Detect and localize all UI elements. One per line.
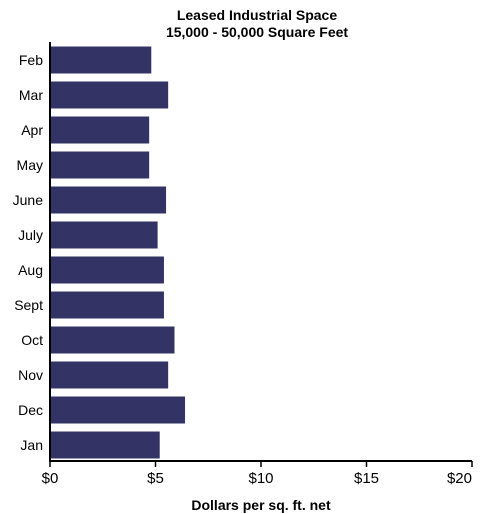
bar-june [50, 186, 167, 214]
bar-mar [50, 81, 169, 109]
x-tick-label: $20 [447, 470, 472, 487]
category-label-apr: Apr [21, 122, 43, 138]
bar-may [50, 151, 150, 179]
category-label-oct: Oct [21, 332, 43, 348]
category-labels: Feb Mar Apr May June July Aug Sept Oct Nov Dec Jan [13, 52, 44, 453]
bar-feb [50, 46, 152, 74]
category-label-dec: Dec [18, 402, 43, 418]
bar-sept [50, 291, 164, 319]
category-label-june: June [13, 192, 44, 208]
x-tick-label: $15 [354, 470, 379, 487]
bars-group [50, 46, 186, 459]
category-label-aug: Aug [18, 262, 43, 278]
category-label-may: May [17, 157, 43, 173]
bar-nov [50, 361, 169, 389]
bar-july [50, 221, 158, 249]
category-label-mar: Mar [19, 87, 43, 103]
bar-apr [50, 116, 150, 144]
x-tick-label: $0 [42, 470, 59, 487]
bar-aug [50, 256, 164, 284]
bar-jan [50, 431, 160, 459]
category-label-july: July [18, 227, 43, 243]
x-tick-label: $5 [147, 470, 164, 487]
chart-subtitle: 15,000 - 50,000 Square Feet [166, 24, 348, 40]
bar-oct [50, 326, 175, 354]
category-label-feb: Feb [19, 52, 43, 68]
x-tick-label: $10 [248, 470, 273, 487]
x-ticks: $0 $5 $10 $15 $20 [42, 461, 473, 487]
category-label-sept: Sept [14, 297, 43, 313]
category-label-jan: Jan [20, 437, 43, 453]
chart-title: Leased Industrial Space [177, 7, 337, 23]
category-label-nov: Nov [18, 367, 43, 383]
bar-dec [50, 396, 186, 424]
x-axis-label: Dollars per sq. ft. net [191, 497, 331, 513]
